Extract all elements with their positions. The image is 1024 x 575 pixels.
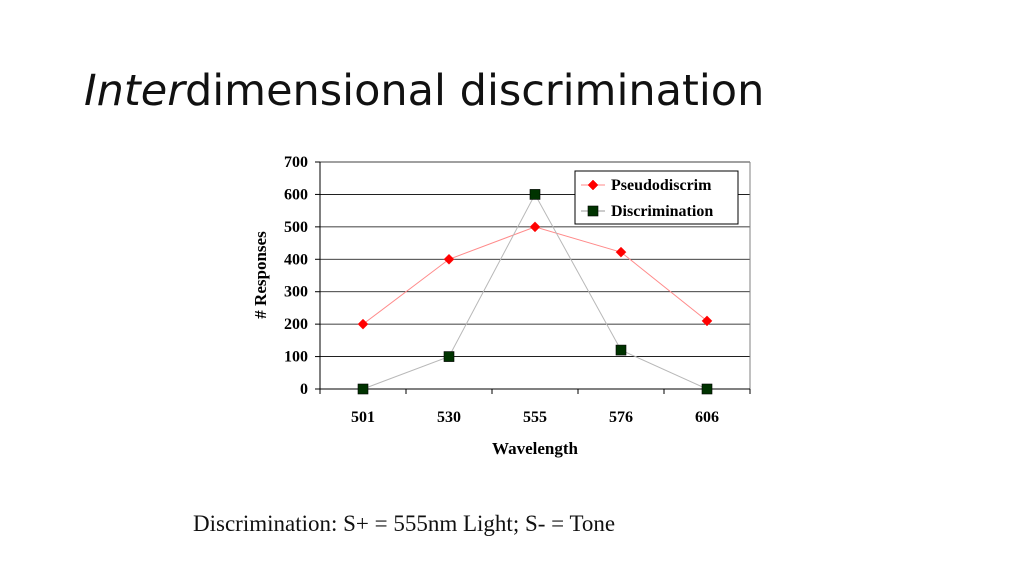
x-tick-label: 606 bbox=[695, 409, 719, 426]
data-point bbox=[443, 253, 455, 265]
legend-label: Pseudodiscrim bbox=[611, 177, 712, 194]
y-tick-label: 100 bbox=[284, 349, 308, 366]
legend-box bbox=[574, 170, 739, 225]
data-point bbox=[357, 383, 369, 395]
data-point bbox=[443, 351, 455, 362]
x-tick-label: 576 bbox=[609, 409, 633, 426]
series-line bbox=[362, 226, 708, 325]
slide-title-rest: dimensional discrimination bbox=[184, 66, 765, 116]
x-tick-label: 555 bbox=[523, 409, 547, 426]
x-tick-label: 530 bbox=[437, 409, 461, 426]
axes-layer: 0 100 200 300 400 500 600 700 501 530 555 576 606 bbox=[284, 154, 751, 426]
y-tick-label: 0 bbox=[300, 381, 308, 398]
data-point bbox=[529, 189, 541, 200]
y-axis-label: # Responses bbox=[251, 231, 270, 319]
x-tick-label: 501 bbox=[351, 409, 375, 426]
slide-caption: Discrimination: S+ = 555nm Light; S- = T… bbox=[193, 511, 616, 536]
y-tick-label: 300 bbox=[284, 284, 308, 301]
y-tick-label: 500 bbox=[284, 219, 308, 236]
legend-marker bbox=[587, 179, 599, 191]
y-tick-label: 700 bbox=[284, 154, 308, 171]
data-point bbox=[357, 318, 369, 330]
y-tick-label: 600 bbox=[284, 186, 308, 203]
series-layer bbox=[357, 189, 713, 395]
legend-label: Discrimination bbox=[611, 203, 713, 220]
data-point bbox=[701, 315, 713, 327]
slide-title: Interdimensional discrimination bbox=[84, 66, 764, 118]
legend: Pseudodiscrim Discrimination bbox=[574, 170, 739, 225]
data-point bbox=[529, 221, 541, 233]
data-point bbox=[701, 383, 713, 395]
series-discrimination bbox=[357, 189, 713, 395]
data-point bbox=[615, 344, 627, 356]
series-pseudodiscrim bbox=[357, 221, 713, 330]
y-tick-label: 200 bbox=[284, 316, 308, 333]
data-point bbox=[615, 246, 627, 258]
x-axis-label: Wavelength bbox=[492, 439, 578, 458]
slide-title-italic: Inter bbox=[84, 66, 185, 116]
y-tick-label: 400 bbox=[284, 251, 308, 268]
legend-marker bbox=[587, 205, 599, 217]
